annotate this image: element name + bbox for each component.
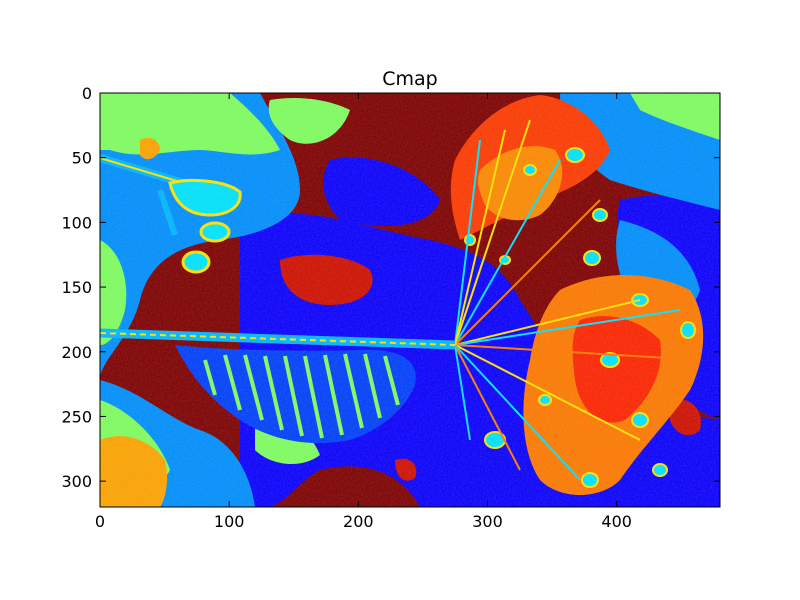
y-tick-label: 100 bbox=[61, 213, 92, 232]
y-tick-label: 300 bbox=[61, 472, 92, 491]
heatmap-image bbox=[100, 93, 720, 507]
x-tick-label: 400 bbox=[601, 512, 632, 531]
x-axis-ticks: 0 100 200 300 400 bbox=[95, 93, 632, 531]
y-tick-label: 250 bbox=[61, 407, 92, 426]
x-tick-label: 200 bbox=[343, 512, 374, 531]
chart-title: Cmap bbox=[382, 68, 437, 90]
x-tick-label: 100 bbox=[214, 512, 245, 531]
y-axis-ticks: 0 50 100 150 200 250 300 bbox=[61, 84, 720, 491]
plot-frame bbox=[99, 92, 721, 508]
y-tick-label: 150 bbox=[61, 278, 92, 297]
x-tick-label: 0 bbox=[95, 512, 105, 531]
y-tick-label: 200 bbox=[61, 343, 92, 362]
x-tick-label: 300 bbox=[472, 512, 503, 531]
grain-overlay bbox=[100, 93, 720, 507]
y-tick-label: 50 bbox=[72, 149, 92, 168]
y-tick-label: 0 bbox=[82, 84, 92, 103]
